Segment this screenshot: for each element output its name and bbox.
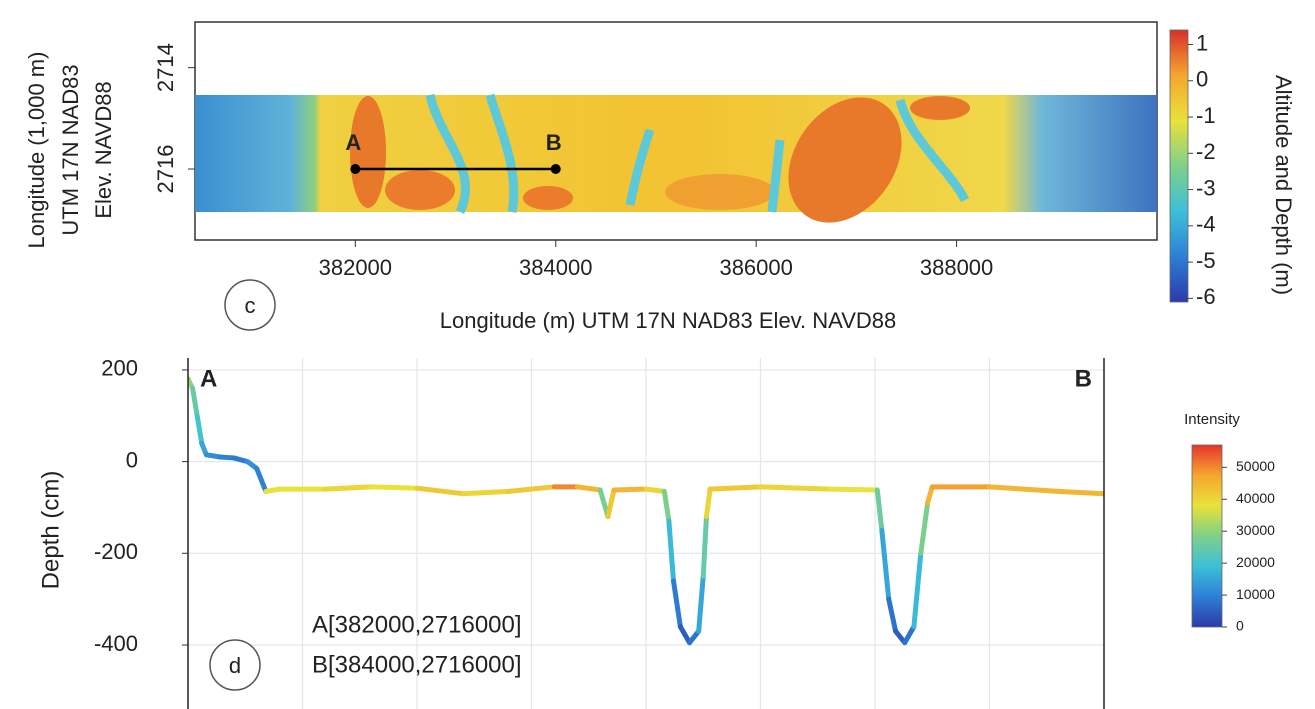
colorbar-tick-label: 30000 bbox=[1236, 522, 1275, 538]
colorbar-tick-label: -5 bbox=[1196, 248, 1216, 273]
y-tick-label: -400 bbox=[94, 631, 138, 656]
colorbar bbox=[1169, 29, 1189, 303]
y-axis-label: Longitude (1,000 m) bbox=[24, 52, 49, 249]
panel-label: c bbox=[245, 293, 256, 318]
profile-segment bbox=[902, 624, 917, 646]
profile-segment bbox=[190, 385, 200, 419]
profile-segment bbox=[670, 578, 683, 630]
profile-segment bbox=[194, 413, 205, 446]
profile-segment bbox=[666, 518, 676, 584]
profile-segment bbox=[460, 488, 512, 497]
colorbar-tick-label: 1 bbox=[1196, 30, 1208, 55]
y-tick-label: -200 bbox=[94, 539, 138, 564]
profile-segment bbox=[874, 487, 885, 533]
colorbar-tick-label: -6 bbox=[1196, 284, 1216, 309]
colorbar-tick-label: 40000 bbox=[1236, 490, 1275, 506]
x-tick-label: 384000 bbox=[519, 255, 592, 280]
profile-segment bbox=[918, 500, 931, 556]
colorbar-tick-label: -4 bbox=[1196, 212, 1216, 237]
annotation: A bbox=[200, 365, 217, 392]
profile-segment bbox=[700, 514, 709, 579]
colorbar-tick-label: 20000 bbox=[1236, 554, 1275, 570]
profile-segment bbox=[414, 485, 466, 497]
annotation: A[382000,2716000] bbox=[312, 611, 522, 638]
panel-circle bbox=[224, 279, 276, 331]
panel-circle bbox=[209, 639, 261, 691]
profile-segment bbox=[661, 488, 672, 524]
profile-segment bbox=[826, 486, 880, 493]
profile-segment bbox=[703, 486, 713, 520]
colorbar-tick-label: 10000 bbox=[1236, 586, 1275, 602]
profile-segment bbox=[574, 484, 603, 493]
profile-segment bbox=[1055, 488, 1104, 497]
profile-segment bbox=[254, 465, 269, 494]
y-tick-label: 2716 bbox=[153, 145, 178, 194]
profile-segment bbox=[506, 484, 557, 494]
y-tick-label: 2714 bbox=[153, 43, 178, 92]
transect-point bbox=[550, 164, 561, 175]
profile-plot bbox=[188, 358, 1104, 709]
point-label: B bbox=[546, 130, 562, 155]
panel-label: d bbox=[229, 653, 241, 678]
profile-segment bbox=[911, 550, 924, 630]
colorbar-tick-label: 50000 bbox=[1236, 458, 1275, 474]
profile-segment bbox=[707, 484, 763, 492]
profile-segment bbox=[643, 486, 667, 494]
colorbar-tick-label: 0 bbox=[1196, 67, 1208, 92]
colorbar-tick-label: 0 bbox=[1236, 618, 1244, 634]
colorbar-tick-label: -2 bbox=[1196, 139, 1216, 164]
colorbar-tick-label: -3 bbox=[1196, 175, 1216, 200]
annotation: B[384000,2716000] bbox=[312, 651, 522, 678]
profile-segment bbox=[925, 484, 935, 506]
x-tick-label: 382000 bbox=[319, 255, 392, 280]
profile-segment bbox=[677, 624, 693, 646]
colorbar-tick-label: -1 bbox=[1196, 103, 1216, 128]
x-tick-label: 386000 bbox=[719, 255, 792, 280]
y-tick-label: 0 bbox=[126, 447, 138, 472]
x-axis-label: Longitude (m) UTM 17N NAD83 Elev. NAVD88 bbox=[440, 308, 896, 333]
profile-segment bbox=[605, 487, 617, 520]
profile-segment bbox=[879, 527, 892, 602]
colorbar bbox=[1191, 444, 1223, 628]
y-axis-label: UTM 17N NAD83 bbox=[58, 64, 83, 235]
profile-segment bbox=[611, 486, 649, 493]
y-axis-label: Depth (cm) bbox=[37, 471, 64, 590]
annotation: B bbox=[1075, 365, 1092, 392]
x-tick-label: 388000 bbox=[920, 255, 993, 280]
profile-segment bbox=[322, 484, 374, 492]
profile-segment bbox=[987, 484, 1061, 494]
y-axis-label: Elev. NAVD88 bbox=[91, 81, 116, 218]
map-raster bbox=[195, 93, 1157, 223]
colorbar-title: Intensity bbox=[1184, 411, 1240, 428]
profile-segment bbox=[758, 484, 832, 492]
y-tick-label: 200 bbox=[101, 356, 138, 381]
transect-point bbox=[350, 164, 361, 175]
profile-segment bbox=[886, 596, 899, 634]
profile-segment bbox=[368, 484, 420, 491]
profile-segment bbox=[696, 573, 706, 634]
colorbar-title: Altitude and Depth (m) bbox=[1271, 75, 1296, 295]
point-label: A bbox=[345, 130, 361, 155]
